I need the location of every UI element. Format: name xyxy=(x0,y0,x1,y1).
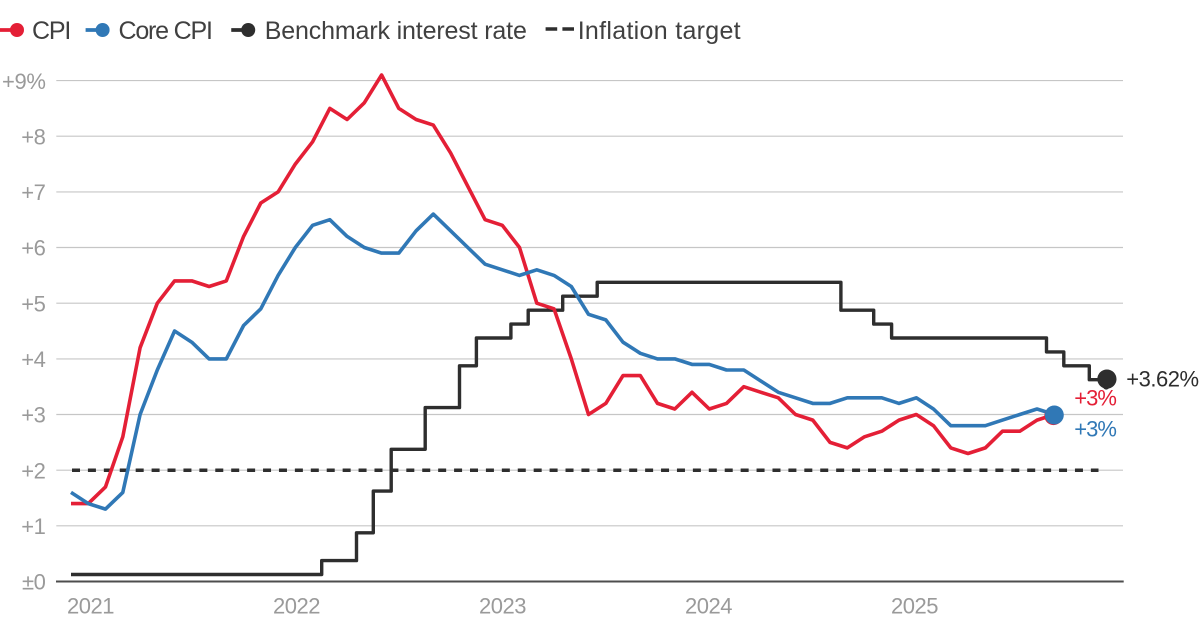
svg-text:+6: +6 xyxy=(21,236,45,261)
svg-text:Core CPI: Core CPI xyxy=(119,17,212,45)
svg-text:+3%: +3% xyxy=(1074,417,1116,442)
svg-text:2023: 2023 xyxy=(479,594,526,619)
svg-text:+3%: +3% xyxy=(1074,386,1116,411)
svg-text:+5: +5 xyxy=(21,291,45,316)
svg-text:±0: ±0 xyxy=(22,570,46,595)
svg-text:+7: +7 xyxy=(21,180,45,205)
svg-text:Inflation target: Inflation target xyxy=(578,17,741,45)
svg-text:+8: +8 xyxy=(21,124,45,149)
svg-text:+9%: +9% xyxy=(2,69,45,94)
svg-text:+4: +4 xyxy=(21,347,45,372)
svg-text:Benchmark interest rate: Benchmark interest rate xyxy=(265,17,527,45)
svg-text:2021: 2021 xyxy=(67,594,114,619)
svg-text:+3.62%: +3.62% xyxy=(1126,367,1198,392)
svg-text:CPI: CPI xyxy=(32,17,70,45)
svg-text:+1: +1 xyxy=(21,514,45,539)
svg-text:2022: 2022 xyxy=(273,594,320,619)
svg-text:+3: +3 xyxy=(21,403,45,428)
svg-text:2025: 2025 xyxy=(891,594,938,619)
svg-text:+2: +2 xyxy=(21,458,45,483)
svg-text:2024: 2024 xyxy=(685,594,732,619)
